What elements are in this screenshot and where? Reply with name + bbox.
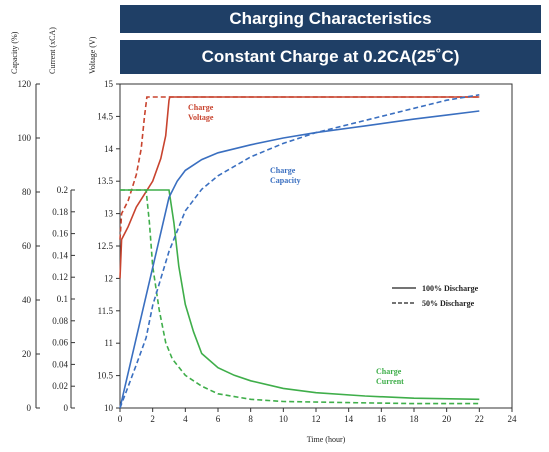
chart-title: Charging Characteristics [120,5,541,33]
voltage-tick-label: 14 [104,144,114,154]
x-tick-label: 10 [279,414,289,424]
current-tick-label: 0.06 [52,338,68,348]
current-tick-label: 0.18 [52,207,68,217]
series-capacity-100-line [119,110,480,409]
x-tick-label: 16 [377,414,387,424]
x-tick-label: 8 [248,414,253,424]
annotation-current-sub: Current [376,377,404,386]
series-current-100-line [120,189,480,401]
voltage-tick-label: 14.5 [97,111,113,121]
current-tick-label: 0.12 [52,272,68,282]
x-tick-label: 2 [150,414,155,424]
annotation-current-title: Charge [376,367,402,376]
voltage-tick-label: 13 [104,209,114,219]
x-tick-label: 14 [344,414,354,424]
current-tick-label: 0.1 [57,294,68,304]
x-tick-label: 4 [183,414,188,424]
capacity-axis-label: Capacity (%) [10,31,19,74]
chart-subtitle: Constant Charge at 0.2CA(25˚C) [120,40,541,74]
current-tick-label: 0.2 [57,185,68,195]
x-tick-label: 20 [442,414,452,424]
x-axis-label: Time (hour) [307,435,346,444]
current-tick-label: 0.04 [52,359,68,369]
voltage-axis-label: Voltage (V) [88,36,97,74]
current-tick-label: 0.02 [52,381,68,391]
voltage-tick-label: 12 [104,273,113,283]
voltage-tick-label: 11 [104,338,113,348]
voltage-tick-label: 10.5 [97,371,113,381]
capacity-tick-label: 60 [22,241,32,251]
capacity-tick-label: 120 [18,79,32,89]
series-voltage-100-line [119,96,480,279]
capacity-tick-label: 100 [18,133,32,143]
current-tick-label: 0.16 [52,229,68,239]
current-tick-label: 0.14 [52,250,68,260]
x-tick-label: 12 [312,414,321,424]
legend-item-label: 50% Discharge [422,299,475,308]
capacity-tick-label: 40 [22,295,32,305]
x-tick-label: 18 [410,414,420,424]
x-tick-label: 0 [118,414,123,424]
annotation-capacity-sub: Capacity [270,176,301,185]
capacity-tick-label: 0 [27,403,32,413]
x-tick-label: 22 [475,414,484,424]
series-current-50-line [120,189,480,405]
annotation-voltage-title: Charge [188,103,214,112]
voltage-tick-label: 11.5 [98,306,114,316]
capacity-tick-label: 80 [22,187,32,197]
voltage-tick-label: 10 [104,403,114,413]
annotation-capacity-title: Charge [270,166,296,175]
legend-item-label: 100% Discharge [422,284,479,293]
series-voltage-50-line [119,96,480,240]
current-axis-label: Current (xCA) [48,27,57,74]
capacity-tick-label: 20 [22,349,32,359]
current-tick-label: 0 [64,403,69,413]
voltage-tick-label: 12.5 [97,241,113,251]
voltage-tick-label: 15 [104,79,114,89]
voltage-tick-label: 13.5 [97,176,113,186]
series-capacity-50-line [119,94,480,409]
annotation-voltage-sub: Voltage [188,113,214,122]
x-tick-label: 24 [508,414,518,424]
x-tick-label: 6 [216,414,221,424]
current-tick-label: 0.08 [52,316,68,326]
